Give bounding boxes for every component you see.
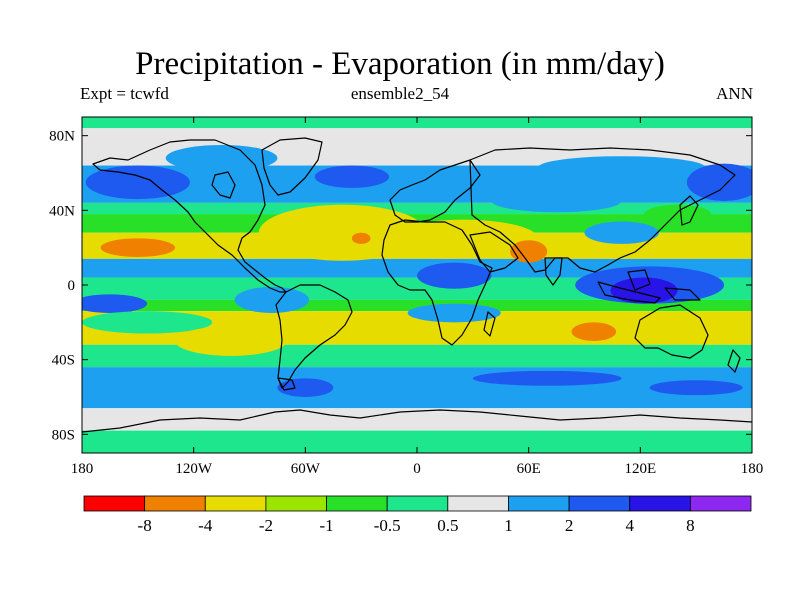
lon-tick-label: 60E (517, 461, 541, 477)
colorbar-swatch-8 (568, 495, 631, 512)
colorbar-swatch-7 (508, 495, 570, 512)
lon-tick-label: 180 (741, 461, 764, 477)
coast-south-america (275, 284, 353, 389)
coast-hudson-bay (211, 171, 236, 199)
field-patch-20 (571, 322, 617, 341)
coast-new-guinea (664, 287, 701, 301)
field-patch-23 (277, 378, 334, 397)
colorbar-label: -4 (198, 516, 213, 535)
coastlines (82, 137, 752, 433)
lat-tick-label: 80S (52, 427, 75, 443)
colorbar-label: 0.5 (437, 516, 458, 535)
season-label: ANN (716, 84, 753, 103)
coast-greenland (261, 137, 323, 196)
colorbar-label: 2 (565, 516, 574, 535)
field-patch-4 (686, 163, 752, 201)
lat-tick-label: 80N (49, 129, 75, 145)
field-band-11 (82, 367, 752, 409)
colorbar-swatch-9 (629, 495, 691, 512)
colorbar-label: 1 (504, 516, 513, 535)
colorbar-swatch-6 (447, 495, 509, 512)
coast-madagascar (483, 311, 496, 337)
field-patch-8 (351, 232, 371, 244)
colorbar-label: -1 (319, 516, 333, 535)
coast-europe (389, 159, 481, 223)
lon-tick-label: 120W (175, 461, 213, 477)
field-patch-18 (82, 311, 213, 334)
field-patch-1 (314, 165, 390, 188)
field-patch-13 (417, 262, 492, 289)
colorbar-label: -2 (259, 516, 273, 535)
colorbar-swatch-10 (689, 495, 752, 512)
field-band-3 (82, 202, 752, 215)
field-patch-22 (472, 370, 622, 386)
colorbar-label: -8 (138, 516, 152, 535)
field-patch-17 (234, 286, 310, 313)
field-layer (82, 117, 752, 453)
lat-tick-label: 40S (52, 353, 75, 369)
field-patch-21 (175, 326, 287, 356)
colorbar: -8 -4 -2 -1 -0.5 0.5 1 2 4 8 (83, 495, 752, 535)
field-patch-15 (610, 277, 678, 304)
lat-tick-label: 40N (49, 203, 75, 219)
coast-indonesia (597, 281, 661, 304)
field-patch-11 (584, 221, 659, 244)
field-patch-12 (644, 204, 712, 224)
field-band-8 (82, 299, 752, 312)
field-patch-6 (100, 238, 176, 257)
coast-antarctica (82, 409, 752, 433)
lat-tick-label: 0 (68, 278, 76, 294)
field-patch-7 (258, 204, 427, 261)
field-band-13 (82, 430, 752, 453)
field-patch-16 (82, 294, 148, 313)
coast-new-zealand (727, 349, 741, 373)
colorbar-swatch-0 (83, 495, 146, 512)
colorbar-label: -0.5 (374, 516, 401, 535)
field-patch-24 (649, 380, 743, 396)
colorbar-swatch-3 (265, 495, 327, 512)
coast-arabia (469, 231, 519, 273)
field-patch-2 (165, 145, 278, 172)
colorbar-label: 4 (625, 516, 634, 535)
colorbar-swatch-2 (204, 495, 267, 512)
field-patch-19 (407, 303, 501, 323)
map-axes: 80N 40N 0 40S 80S 180 120W 60W 0 60E 120E 180 (49, 117, 763, 477)
experiment-label: Expt = tcwfd (80, 84, 169, 103)
coast-australia (634, 304, 709, 359)
lon-tick-label: 60W (291, 461, 321, 477)
coast-asia (469, 147, 736, 273)
colorbar-swatch-4 (326, 495, 388, 512)
lon-tick-label: 120E (624, 461, 656, 477)
page-title: Precipitation - Evaporation (in mm/day) (135, 46, 665, 82)
colorbar-swatch-5 (386, 495, 449, 512)
field-patch-9 (389, 219, 538, 257)
coast-india (544, 257, 563, 286)
colorbar-label: 8 (686, 516, 695, 535)
coast-tierra-del-fuego (277, 377, 296, 391)
lon-tick-label: 0 (413, 461, 421, 477)
coast-africa (381, 219, 493, 346)
field-band-12 (82, 408, 752, 431)
field-patch-3 (537, 156, 706, 179)
coast-japan (679, 195, 699, 226)
colorbar-swatch-1 (144, 495, 206, 512)
coast-borneo (627, 269, 651, 291)
field-patch-10 (510, 240, 548, 263)
coast-north-america (92, 139, 287, 293)
ensemble-label: ensemble2_54 (350, 84, 450, 103)
lon-tick-label: 180 (71, 461, 94, 477)
field-patch-5 (491, 189, 622, 213)
